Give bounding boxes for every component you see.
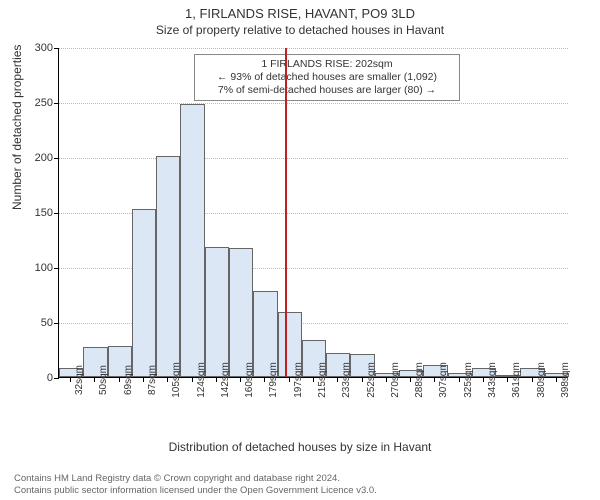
y-tick-label: 0 <box>47 372 53 384</box>
x-tick-label: 50sqm <box>98 365 109 395</box>
reference-line <box>285 48 287 377</box>
y-tick-label: 300 <box>35 42 53 54</box>
x-tick-label: 343sqm <box>487 362 498 398</box>
y-tick-mark <box>54 213 59 214</box>
x-tick-mark <box>264 377 265 382</box>
y-tick-label: 150 <box>35 207 53 219</box>
x-tick-label: 179sqm <box>268 362 279 398</box>
x-tick-mark <box>556 377 557 382</box>
x-tick-mark <box>94 377 95 382</box>
y-tick-mark <box>54 268 59 269</box>
x-tick-label: 252sqm <box>366 362 377 398</box>
x-tick-label: 380sqm <box>536 362 547 398</box>
x-tick-label: 32sqm <box>74 365 85 395</box>
annotation-box: 1 FIRLANDS RISE: 202sqm← 93% of detached… <box>194 54 460 101</box>
y-tick-mark <box>54 103 59 104</box>
grid-line <box>59 103 568 104</box>
x-tick-label: 160sqm <box>244 362 255 398</box>
y-tick-label: 50 <box>41 317 53 329</box>
chart-title: 1, FIRLANDS RISE, HAVANT, PO9 3LD <box>0 0 600 21</box>
x-tick-label: 270sqm <box>390 362 401 398</box>
chart-subtitle: Size of property relative to detached ho… <box>0 21 600 37</box>
x-tick-mark <box>507 377 508 382</box>
x-tick-label: 325sqm <box>463 362 474 398</box>
x-tick-label: 288sqm <box>414 362 425 398</box>
x-tick-mark <box>386 377 387 382</box>
x-tick-mark <box>459 377 460 382</box>
x-tick-mark <box>532 377 533 382</box>
x-tick-label: 142sqm <box>220 362 231 398</box>
x-tick-label: 233sqm <box>341 362 352 398</box>
grid-line <box>59 158 568 159</box>
chart-container: 1, FIRLANDS RISE, HAVANT, PO9 3LD Size o… <box>0 0 600 500</box>
y-tick-mark <box>54 48 59 49</box>
x-tick-label: 361sqm <box>511 362 522 398</box>
y-tick-label: 100 <box>35 262 53 274</box>
x-tick-label: 197sqm <box>293 362 304 398</box>
y-tick-mark <box>54 323 59 324</box>
grid-line <box>59 48 568 49</box>
x-tick-mark <box>119 377 120 382</box>
footer-attribution: Contains HM Land Registry data © Crown c… <box>14 473 590 496</box>
x-tick-label: 87sqm <box>147 365 158 395</box>
histogram-bar <box>229 248 253 377</box>
x-tick-mark <box>192 377 193 382</box>
x-tick-label: 105sqm <box>171 362 182 398</box>
x-tick-label: 307sqm <box>438 362 449 398</box>
annotation-line: 1 FIRLANDS RISE: 202sqm <box>201 58 453 71</box>
x-tick-label: 69sqm <box>123 365 134 395</box>
y-tick-mark <box>54 158 59 159</box>
footer-line-1: Contains HM Land Registry data © Crown c… <box>14 473 590 484</box>
x-axis-title: Distribution of detached houses by size … <box>0 440 600 454</box>
histogram-bar <box>132 209 156 377</box>
y-tick-mark <box>54 378 59 379</box>
plot-region: 1 FIRLANDS RISE: 202sqm← 93% of detached… <box>58 48 568 378</box>
x-tick-mark <box>167 377 168 382</box>
x-tick-mark <box>434 377 435 382</box>
footer-line-2: Contains public sector information licen… <box>14 485 590 496</box>
x-tick-label: 398sqm <box>560 362 571 398</box>
histogram-bar <box>180 104 204 377</box>
annotation-line: 7% of semi-detached houses are larger (8… <box>201 84 453 97</box>
x-tick-mark <box>216 377 217 382</box>
x-tick-mark <box>362 377 363 382</box>
x-tick-label: 124sqm <box>196 362 207 398</box>
annotation-line: ← 93% of detached houses are smaller (1,… <box>201 71 453 84</box>
x-tick-mark <box>410 377 411 382</box>
x-tick-label: 215sqm <box>317 362 328 398</box>
x-tick-mark <box>483 377 484 382</box>
chart-area: 1 FIRLANDS RISE: 202sqm← 93% of detached… <box>58 48 568 408</box>
x-tick-mark <box>337 377 338 382</box>
x-tick-mark <box>240 377 241 382</box>
x-tick-mark <box>70 377 71 382</box>
y-tick-label: 200 <box>35 152 53 164</box>
x-tick-mark <box>313 377 314 382</box>
y-tick-label: 250 <box>35 97 53 109</box>
histogram-bar <box>156 156 180 377</box>
y-axis-label: Number of detached properties <box>10 45 24 210</box>
histogram-bar <box>205 247 229 377</box>
x-tick-mark <box>289 377 290 382</box>
x-tick-mark <box>143 377 144 382</box>
